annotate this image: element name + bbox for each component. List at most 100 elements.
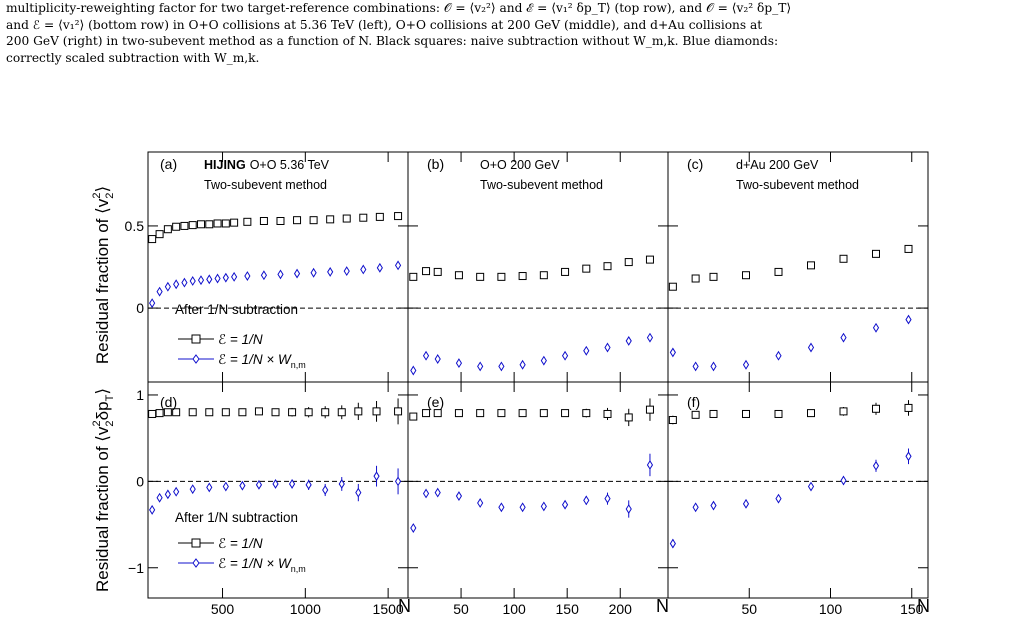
naive-point [603, 262, 612, 271]
naive-point [518, 409, 527, 418]
naive-point [230, 218, 239, 227]
weighted-point [807, 481, 815, 492]
weighted-point [156, 286, 163, 297]
naive-point [271, 408, 280, 417]
naive-point [839, 254, 848, 263]
legend-top-naive-marker [191, 334, 201, 344]
naive-point [180, 221, 189, 230]
naive-point [807, 261, 815, 270]
xtick-label: 50 [741, 601, 757, 617]
xtick-label: 500 [211, 601, 235, 617]
naive-point [742, 409, 750, 418]
weighted-point [840, 475, 847, 486]
naive-point [433, 267, 442, 276]
panel-a: 00.5 [125, 151, 409, 383]
panel-f-frame [667, 381, 929, 599]
naive-point [454, 271, 463, 280]
naive-point [774, 409, 783, 418]
weighted-point [669, 538, 676, 549]
weighted-point [277, 269, 284, 280]
panel-a-method: Two-subevent method [204, 178, 327, 192]
weighted-point [189, 276, 196, 286]
weighted-point [583, 495, 590, 506]
panel-b-method: Two-subevent method [480, 178, 603, 192]
naive-point [213, 219, 222, 228]
weighted-point [260, 270, 268, 281]
naive-point [691, 410, 700, 419]
weighted-point [149, 504, 156, 515]
xtick-label: 1500 [373, 601, 404, 617]
weighted-point [327, 266, 334, 277]
naive-point [709, 272, 718, 281]
ytick-label: −1 [128, 560, 144, 576]
weighted-point [498, 361, 505, 372]
panel-c-tag: (c) [687, 156, 703, 172]
weighted-point [422, 350, 430, 361]
naive-point [476, 409, 485, 418]
weighted-point [255, 479, 263, 490]
naive-point [148, 235, 157, 244]
weighted-point [206, 482, 213, 493]
naive-point [196, 220, 205, 229]
naive-point [709, 409, 718, 418]
naive-point [774, 267, 783, 276]
legend-bottom-weighted-marker [192, 558, 200, 568]
weighted-point [322, 485, 329, 495]
naive-point [188, 408, 197, 417]
naive-point [259, 217, 268, 225]
weighted-point [310, 267, 317, 278]
naive-point [172, 408, 181, 417]
naive-point [742, 271, 750, 280]
naive-point [409, 412, 418, 421]
naive-point [155, 409, 164, 418]
naive-point [624, 413, 633, 422]
weighted-point [905, 451, 912, 462]
xtick-label: 1000 [290, 601, 321, 617]
weighted-point [604, 493, 611, 504]
weighted-point [625, 504, 632, 514]
weighted-point [455, 491, 463, 501]
weighted-point [373, 471, 380, 482]
naive-point [904, 244, 913, 253]
naive-point [582, 264, 591, 273]
xlabel-middle: N [656, 596, 669, 616]
weighted-point [872, 322, 880, 333]
weighted-point [742, 359, 750, 370]
xtick-label: 100 [502, 601, 526, 617]
weighted-point [214, 273, 221, 284]
weighted-point [604, 342, 611, 353]
weighted-point [272, 479, 279, 489]
weighted-point [646, 332, 654, 343]
top-ylabel: Residual fraction of ⟨v22⟩ [91, 186, 116, 364]
weighted-point [710, 361, 717, 372]
panel-c [667, 151, 929, 383]
weighted-point [360, 264, 367, 275]
weighted-point [222, 481, 229, 492]
weighted-point [197, 275, 205, 286]
weighted-point [540, 355, 547, 366]
legend-top-weighted-label: ℰ = 1/N × Wn,m [218, 352, 306, 370]
naive-point [148, 409, 157, 418]
naive-point [293, 216, 302, 225]
weighted-point [343, 266, 350, 277]
legend-bottom: After 1/N subtraction ℰ = 1/N ℰ = 1/N × … [175, 510, 306, 574]
naive-point [375, 212, 384, 221]
caption-line-2: and ℰ = ⟨v₁²⟩ (bottom row) in O+O collis… [6, 17, 763, 32]
naive-point [205, 408, 214, 417]
weighted-point [293, 268, 301, 279]
naive-point [422, 409, 431, 418]
weighted-point [519, 502, 526, 513]
naive-point [221, 408, 230, 417]
naive-point [476, 272, 485, 281]
naive-point [904, 403, 913, 412]
xtick-label: 150 [556, 601, 580, 617]
weighted-point [519, 359, 526, 370]
weighted-point [561, 350, 569, 361]
weighted-point [807, 342, 815, 353]
weighted-point [305, 479, 312, 490]
legend-bottom-naive-label: ℰ = 1/N [218, 536, 263, 551]
naive-point [163, 225, 172, 234]
naive-point [238, 408, 247, 417]
